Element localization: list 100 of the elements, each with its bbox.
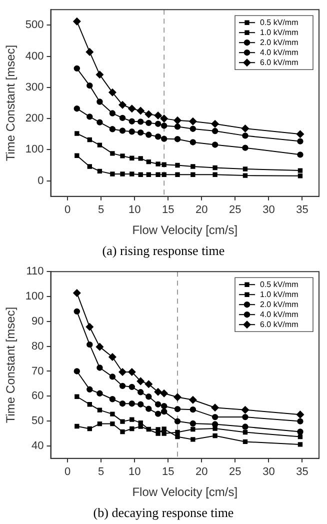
point — [86, 114, 93, 120]
point — [242, 144, 248, 151]
point — [96, 98, 103, 105]
point — [189, 396, 197, 404]
x-tick-label: 15 — [162, 466, 174, 478]
point — [297, 418, 304, 424]
y-tick-label: 90 — [32, 315, 44, 328]
point — [190, 406, 196, 413]
point — [242, 414, 248, 420]
point — [160, 408, 168, 415]
point — [154, 120, 162, 127]
point — [174, 116, 182, 124]
y-axis-title: Time Constant [msec] — [4, 306, 18, 424]
point — [212, 433, 218, 438]
point — [138, 156, 143, 161]
point — [174, 418, 181, 424]
point — [86, 341, 93, 348]
text: (a) rising response time — [101, 242, 226, 260]
point — [109, 110, 116, 116]
point — [74, 131, 80, 136]
point — [297, 152, 304, 158]
point — [175, 430, 180, 435]
point — [110, 412, 115, 416]
point — [119, 400, 126, 407]
x-tick-label: 10 — [128, 466, 141, 478]
x-axis-title: Flow Velocity [cm/s] — [132, 223, 238, 238]
point — [160, 114, 168, 122]
point — [212, 165, 218, 170]
point — [97, 421, 102, 426]
point — [211, 120, 219, 128]
point — [162, 431, 166, 436]
point — [297, 138, 304, 144]
point — [73, 18, 81, 26]
point — [96, 390, 103, 396]
y-tick-label: 500 — [25, 19, 44, 32]
point — [297, 428, 304, 435]
legend-label: 6.0 kV/mm — [260, 320, 299, 329]
point — [97, 142, 102, 148]
point — [109, 396, 116, 402]
x-tick-label: 5 — [98, 204, 104, 216]
point — [146, 172, 151, 177]
point — [212, 426, 218, 431]
point — [298, 168, 303, 173]
point — [156, 162, 160, 166]
point — [212, 172, 218, 177]
point — [128, 128, 135, 135]
point — [74, 368, 80, 374]
point — [120, 429, 125, 434]
point — [242, 132, 248, 139]
point — [190, 126, 196, 132]
point — [118, 368, 126, 376]
x-tick-label: 30 — [262, 204, 275, 216]
point — [118, 101, 126, 109]
point — [175, 434, 180, 440]
point — [74, 394, 80, 399]
point — [190, 164, 196, 169]
point — [96, 343, 104, 351]
legend-label: 2.0 kV/mm — [260, 38, 299, 47]
point — [87, 137, 92, 142]
point — [128, 384, 135, 390]
point — [96, 70, 104, 78]
point — [96, 119, 103, 126]
point — [190, 437, 196, 442]
point — [87, 164, 92, 169]
y-tick-label: 100 — [25, 290, 44, 303]
point — [119, 114, 126, 122]
point — [120, 154, 125, 158]
y-tick-label: 110 — [26, 266, 44, 278]
point — [136, 377, 144, 385]
point — [120, 172, 125, 176]
point — [298, 434, 303, 440]
y-tick-label: 300 — [25, 81, 44, 94]
point — [86, 82, 93, 89]
point — [86, 48, 94, 56]
point — [108, 353, 116, 361]
point — [190, 172, 196, 177]
point — [175, 162, 180, 168]
point — [87, 426, 92, 432]
point — [212, 414, 218, 420]
y-tick-label: 40 — [32, 440, 44, 452]
point — [298, 174, 303, 178]
point — [146, 132, 152, 138]
point — [138, 172, 143, 177]
point — [160, 390, 168, 398]
point — [74, 308, 80, 315]
point — [87, 402, 92, 407]
point — [146, 120, 152, 126]
y-tick-label: 400 — [25, 50, 44, 62]
point — [144, 380, 152, 388]
point — [130, 426, 134, 432]
point — [296, 130, 304, 138]
point — [242, 439, 248, 444]
point — [97, 168, 102, 174]
point — [110, 421, 115, 426]
point — [156, 431, 160, 436]
x-tick-label: 15 — [162, 204, 174, 216]
x-tick-label: 5 — [98, 466, 104, 478]
point — [298, 442, 303, 447]
point — [162, 426, 166, 432]
point — [108, 88, 116, 96]
